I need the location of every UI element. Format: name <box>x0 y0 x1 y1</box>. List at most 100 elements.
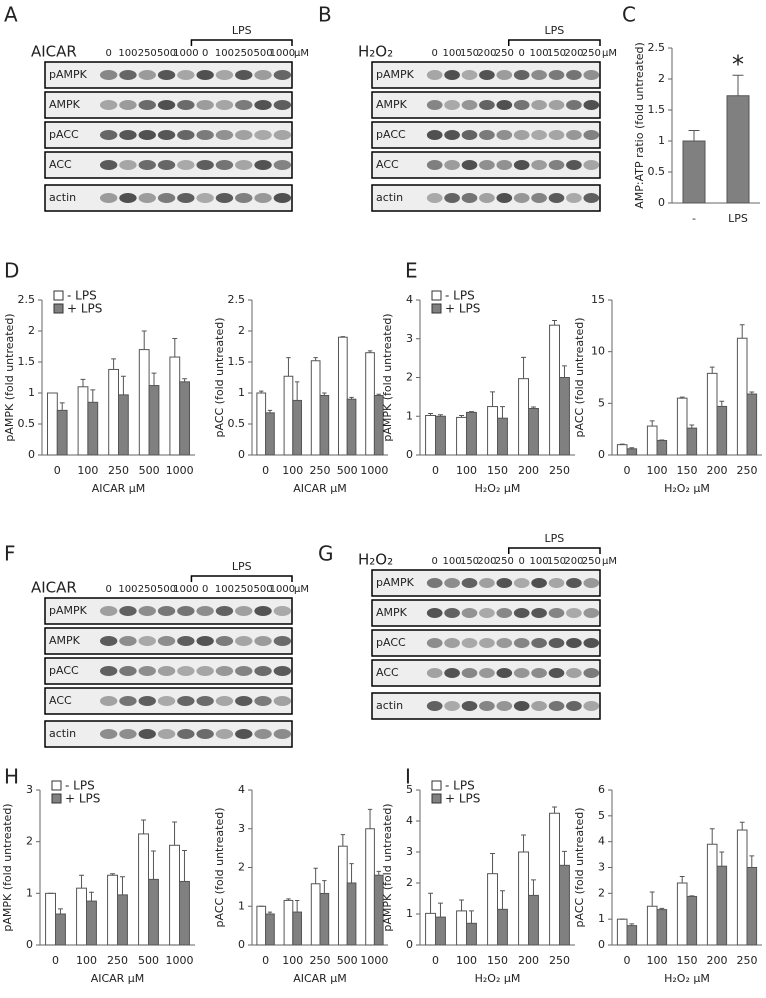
x-tick-label: 100 <box>456 954 477 967</box>
bar <box>686 427 698 456</box>
lane-label: 500 <box>157 584 176 595</box>
y-tick-label: 0.5 <box>228 417 246 430</box>
y-tick-label: 3 <box>406 845 413 858</box>
bar <box>346 398 357 456</box>
bar <box>656 909 668 946</box>
group-label: LPS <box>232 24 252 37</box>
x-tick-label: 150 <box>487 954 508 967</box>
blot-band <box>548 100 565 110</box>
blot-band <box>566 100 582 110</box>
x-tick-label: 200 <box>518 464 539 477</box>
y-tick-label: 2 <box>26 835 33 848</box>
blot-band <box>513 638 530 648</box>
blot-band <box>426 70 443 80</box>
blot-band <box>461 638 478 648</box>
bar <box>686 895 698 946</box>
x-tick-label: 100 <box>76 954 97 967</box>
blot-band <box>548 193 565 203</box>
blot-band <box>426 160 443 170</box>
lane-label: 100 <box>530 556 549 567</box>
protein-label: AMPK <box>376 606 408 619</box>
blot-band <box>119 130 137 140</box>
blot-band <box>99 606 118 616</box>
blot-band <box>235 606 253 616</box>
blot-band <box>119 100 137 110</box>
blot-band <box>583 701 600 711</box>
bar <box>425 414 436 456</box>
error-bar <box>437 902 443 918</box>
blot-band <box>531 100 547 110</box>
legend-label: - LPS <box>445 779 475 793</box>
bar <box>179 880 190 946</box>
error-bar <box>739 324 745 339</box>
y-axis-label: pACC (fold untreated) <box>573 807 586 927</box>
bar <box>626 448 638 456</box>
bar <box>616 444 628 456</box>
blot-band <box>99 636 118 646</box>
bar <box>716 865 728 946</box>
protein-label: pAMPK <box>376 576 415 589</box>
lane-label: 100 <box>215 584 234 595</box>
blot-band <box>273 729 292 739</box>
y-tick-label: 2.5 <box>228 293 246 306</box>
blot-band <box>157 696 176 706</box>
bar <box>726 95 750 204</box>
error-bar <box>428 892 434 914</box>
bar <box>656 440 668 456</box>
x-tick-label: 250 <box>737 464 758 477</box>
error-bar <box>709 828 715 845</box>
bar <box>487 873 498 946</box>
bar <box>676 397 688 456</box>
y-tick-label: 0 <box>28 448 35 461</box>
bar <box>487 406 498 456</box>
error-bar <box>530 879 536 896</box>
blot-band <box>138 100 156 110</box>
x-tick-label: 1000 <box>166 954 194 967</box>
protein-label: pAMPK <box>376 68 415 81</box>
y-axis-label: pACC (fold untreated) <box>573 317 586 437</box>
blot-band <box>461 578 478 588</box>
legend-swatch <box>431 290 442 301</box>
bar <box>518 378 530 456</box>
blot-band <box>196 636 214 646</box>
error-bar <box>340 834 346 847</box>
blot-band <box>99 696 118 706</box>
lane-label: 0 <box>519 48 525 59</box>
blot-band <box>157 606 176 616</box>
x-tick-label: 100 <box>282 464 303 477</box>
error-bar <box>459 899 465 911</box>
lane-label: 250 <box>582 48 601 59</box>
x-axis-label: AICAR μM <box>293 482 347 495</box>
y-tick-label: 2 <box>598 886 605 899</box>
blot-band <box>548 70 565 80</box>
error-bar <box>267 409 273 413</box>
y-tick-label: 0 <box>658 196 665 209</box>
blot-band <box>196 100 214 110</box>
blot-band <box>479 701 495 711</box>
error-bar <box>141 819 147 834</box>
blot-band <box>157 636 176 646</box>
blot-band <box>119 729 137 739</box>
blot-band <box>479 668 495 678</box>
error-bar <box>739 821 745 831</box>
blot-band <box>531 193 547 203</box>
bar <box>179 381 190 456</box>
blot-band <box>426 638 443 648</box>
legend-label: + LPS <box>65 792 100 806</box>
blot-band <box>157 70 176 80</box>
error-bar <box>57 908 63 914</box>
blot-band <box>513 70 530 80</box>
group-bracket <box>190 39 293 46</box>
y-tick-label: 1 <box>406 907 413 920</box>
blot-band <box>254 193 272 203</box>
x-tick-label: 500 <box>138 954 159 967</box>
x-tick-label: 0 <box>262 464 269 477</box>
y-tick-label: 0 <box>406 448 413 461</box>
blot-band <box>273 160 292 170</box>
bar <box>559 377 570 456</box>
blot-band <box>138 160 156 170</box>
legend-label: + LPS <box>445 792 480 806</box>
bar <box>86 900 97 946</box>
blot-band <box>215 100 234 110</box>
bar <box>138 833 150 946</box>
